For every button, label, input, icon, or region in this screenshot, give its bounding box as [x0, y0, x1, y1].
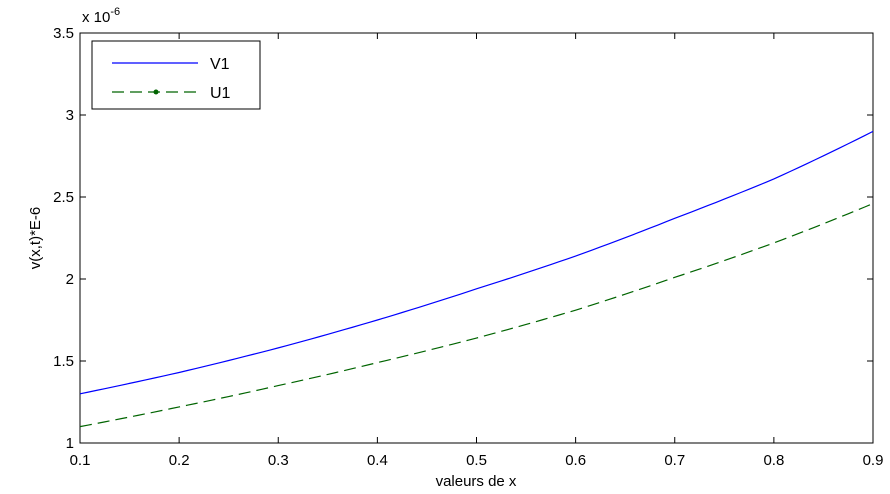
x-tick-label: 0.5	[466, 452, 487, 469]
series-lines	[79, 130, 874, 428]
x-tick-label: 0.2	[169, 452, 190, 469]
y-tick-label: 2	[66, 271, 74, 288]
legend: V1 U1	[91, 40, 261, 110]
exponent-label: x 10-6	[82, 6, 120, 26]
legend-box	[91, 40, 261, 110]
y-axis: 1 1.5 2 2.5 3 3.5	[53, 25, 873, 452]
y-tick-label: 3	[66, 107, 74, 124]
x-axis: 0.1 0.2 0.3 0.4 0.5 0.6 0.7 0.8 0.9	[70, 33, 884, 469]
y-tick-label: 1	[66, 435, 74, 452]
x-axis-label: valeurs de x	[436, 473, 517, 490]
legend-marker-u1	[153, 89, 159, 95]
y-tick-label: 1.5	[53, 353, 74, 370]
x-tick-label: 0.6	[565, 452, 586, 469]
x-tick-label: 0.7	[664, 452, 685, 469]
legend-label-v1: V1	[210, 56, 230, 73]
x-tick-label: 0.3	[268, 452, 289, 469]
x-tick-label: 0.4	[367, 452, 388, 469]
x-tick-label: 0.1	[70, 452, 91, 469]
y-tick-label: 3.5	[53, 25, 74, 42]
series-line-v1	[79, 130, 874, 395]
x-tick-label: 0.8	[763, 452, 784, 469]
series-line-u1	[79, 203, 874, 428]
legend-label-u1: U1	[210, 85, 231, 102]
y-axis-label: v(x,t)*E-6	[27, 207, 44, 270]
y-tick-label: 2.5	[53, 189, 74, 206]
x-tick-label: 0.9	[863, 452, 884, 469]
